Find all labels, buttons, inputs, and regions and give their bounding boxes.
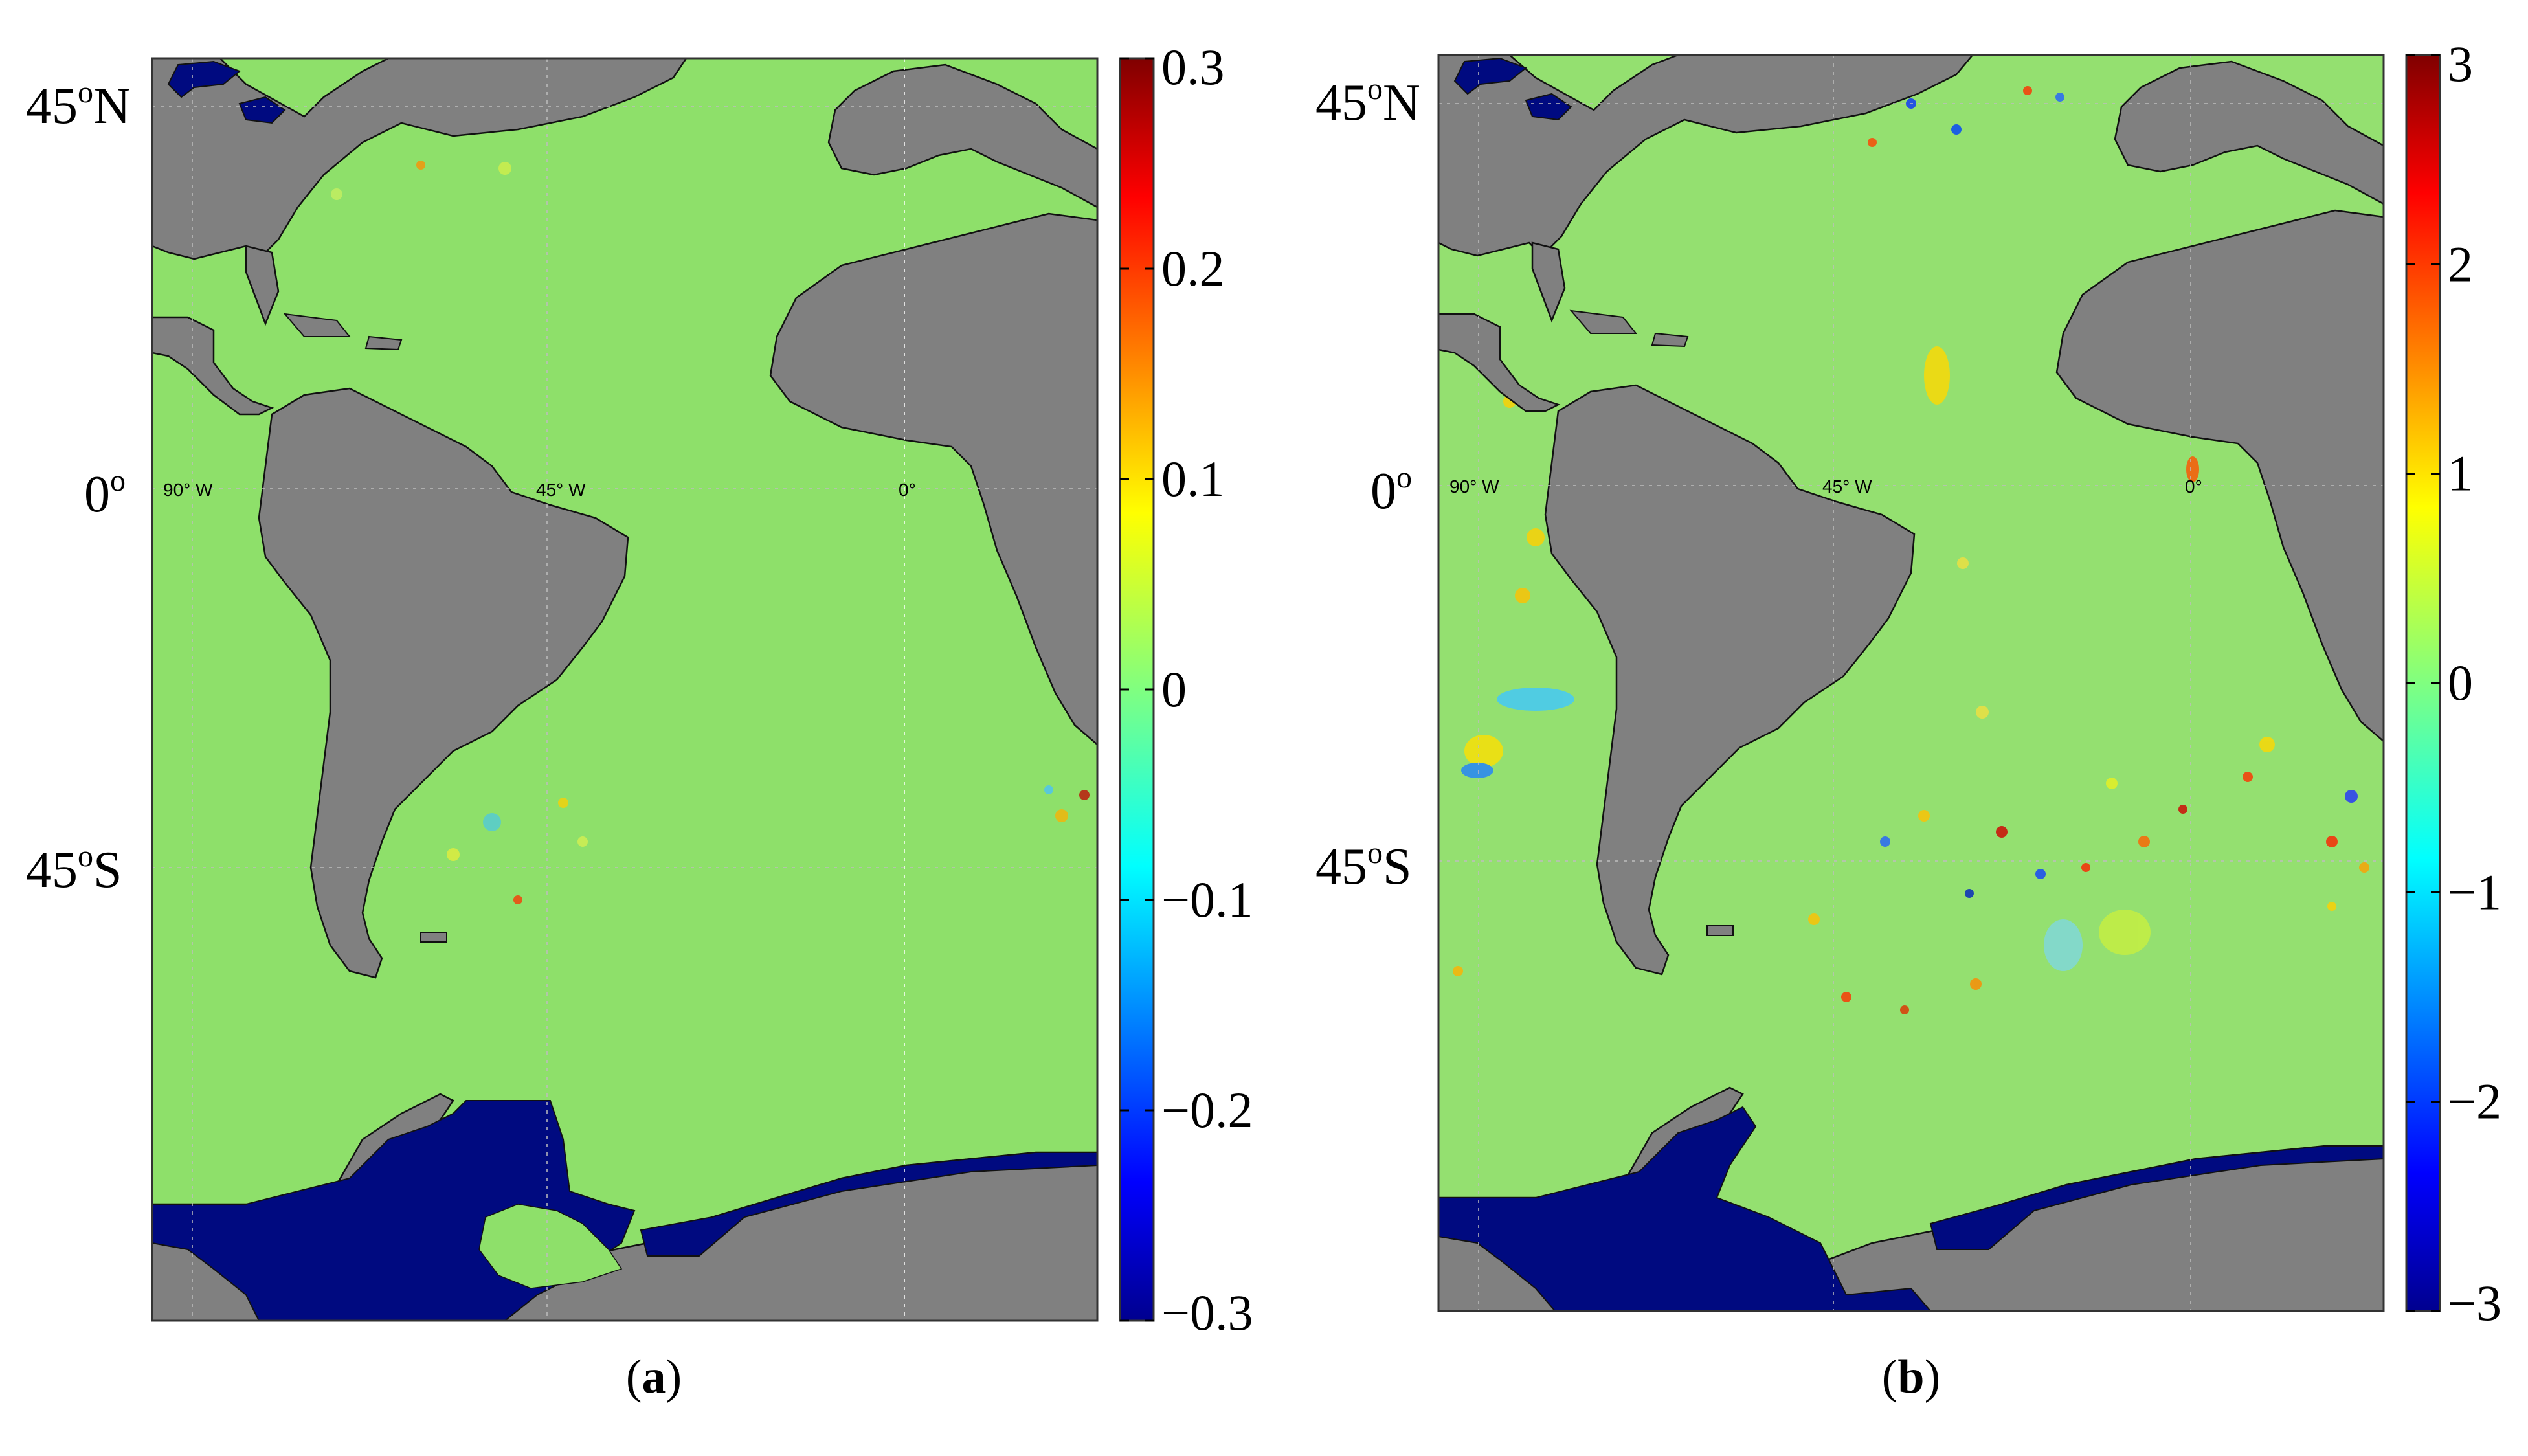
lat-label-0: 0o xyxy=(1370,460,1412,520)
land-central-america xyxy=(1437,313,1561,412)
land-north-america xyxy=(151,57,688,260)
land-florida xyxy=(1531,241,1566,323)
panel-a-map xyxy=(151,57,1099,1322)
longitude-labels: 90° W 45° W 0° xyxy=(163,480,916,500)
ice-region xyxy=(1438,1106,1932,1312)
ocean-weddell-inlet xyxy=(478,1204,623,1289)
map-frame xyxy=(1437,54,2385,1312)
colorbar-tick-label: 3 xyxy=(2448,36,2473,92)
colorbar-ticks: 0.3 0.2 0.1 0 −0.1 −0.2 −0.3 xyxy=(1120,39,1253,1341)
colorbar-tick-label: 0.3 xyxy=(1161,39,1225,95)
colorbar-tick-label: −3 xyxy=(2448,1275,2501,1331)
colorbar-ticks: 3 2 1 0 −1 −2 −3 xyxy=(2406,36,2501,1331)
lat-label-45n: 45oN xyxy=(1315,72,1420,131)
land-africa xyxy=(769,212,1099,746)
colorbar-tick-label: 1 xyxy=(2448,445,2473,502)
panel-b: 45oN 0o 45oS 90° W 45° W 0° 3 2 1 0 −1 −2 −3 (… xyxy=(1264,0,2527,1456)
panel-a: 45oN 0o 45oS 90° W 45° W 0° 0.3 0.2 0.1 0 −0… xyxy=(26,39,1253,1404)
graticule xyxy=(1438,55,2384,1311)
land-europe xyxy=(2114,60,2385,206)
land-caribbean xyxy=(283,313,403,351)
colorbar-tick-label: 0.1 xyxy=(1161,451,1225,507)
lat-label-45s: 45oS xyxy=(1315,836,1412,895)
panel-b-figure: 45oN 0o 45oS 90° W 45° W 0° 3 2 1 0 −1 −2 −3 xyxy=(1315,36,2501,1331)
lat-label-45n: 45oN xyxy=(26,75,131,135)
land-north-america xyxy=(1437,54,1974,257)
lon-label-45w: 45° W xyxy=(536,480,586,500)
colorbar-tick-label: −1 xyxy=(2448,864,2501,920)
colorbar: 3 2 1 0 −1 −2 −3 xyxy=(2405,36,2501,1331)
colorbar-tick-label: −0.2 xyxy=(1161,1082,1253,1138)
panel-b-map xyxy=(1437,54,2385,1312)
great-lakes xyxy=(167,60,286,124)
colorbar-tick-label: −2 xyxy=(2448,1073,2501,1130)
anomaly-speckles xyxy=(1453,86,2369,1014)
land-south-america xyxy=(258,387,629,979)
lon-label-45w: 45° W xyxy=(1822,476,1872,497)
colorbar: 0.3 0.2 0.1 0 −0.1 −0.2 −0.3 xyxy=(1119,39,1253,1341)
lon-label-90w: 90° W xyxy=(1449,476,1499,497)
lat-label-0: 0o xyxy=(84,464,126,523)
great-lakes xyxy=(1453,57,1572,121)
colorbar-tick-label: 2 xyxy=(2448,236,2473,292)
land-europe xyxy=(827,63,1099,209)
colorbar-tick-label: 0 xyxy=(2448,655,2473,711)
land-falklands xyxy=(420,932,447,943)
lon-label-90w: 90° W xyxy=(163,480,213,500)
anomaly-speckles xyxy=(331,161,1090,904)
colorbar-tick-label: 0.2 xyxy=(1161,240,1225,297)
panel-b-caption: (b) xyxy=(1881,1350,1941,1404)
land-africa xyxy=(2055,209,2385,743)
land-caribbean xyxy=(1569,309,1689,348)
graticule xyxy=(152,58,1097,1321)
map-frame xyxy=(151,57,1099,1322)
lon-label-0: 0° xyxy=(899,480,916,500)
land-central-america xyxy=(151,316,274,416)
panel-a-figure: 45oN 0o 45oS 90° W 45° W 0° 0.3 0.2 0.1 0 −0… xyxy=(26,39,1253,1341)
colorbar-tick-label: −0.3 xyxy=(1161,1284,1253,1341)
lat-label-45s: 45oS xyxy=(26,839,122,899)
latitude-labels: 45oN 0o 45oS xyxy=(1315,72,1420,895)
lon-label-0: 0° xyxy=(2185,476,2202,497)
latitude-labels: 45oN 0o 45oS xyxy=(26,75,131,899)
land-south-america xyxy=(1544,384,1916,976)
colorbar-tick-label: −0.1 xyxy=(1161,871,1253,928)
land-florida xyxy=(245,245,280,326)
land-falklands xyxy=(1706,925,1734,936)
panel-a-caption: (a) xyxy=(625,1350,682,1404)
longitude-labels: 90° W 45° W 0° xyxy=(1449,476,2202,497)
colorbar-tick-label: 0 xyxy=(1161,661,1187,717)
